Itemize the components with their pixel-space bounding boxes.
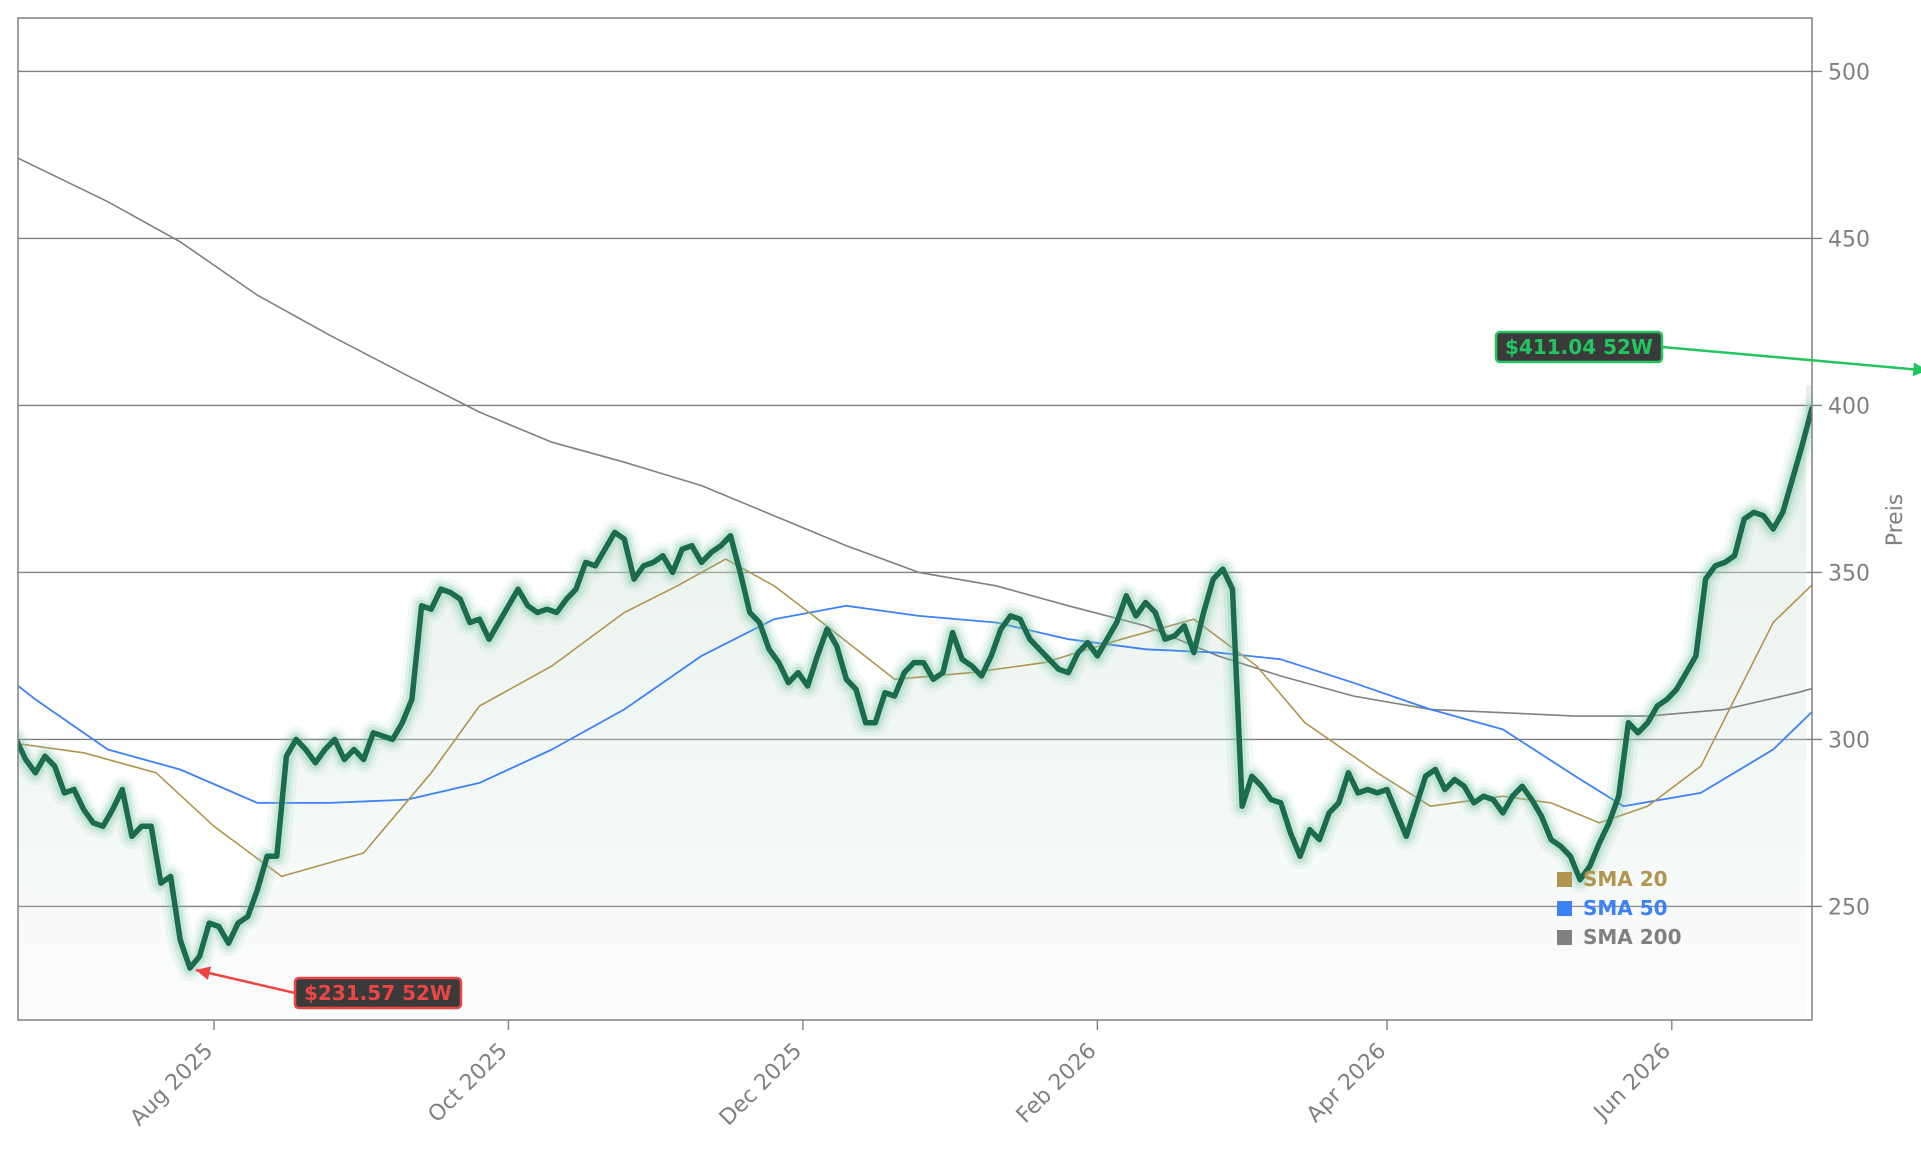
y-axis: 250 300 350 400 450 500	[1812, 60, 1870, 920]
high-callout-text: $411.04 52W	[1505, 335, 1653, 359]
x-tick-label-1: Oct 2025	[424, 1039, 513, 1128]
sma20-line	[18, 558, 1812, 878]
legend-label-sma50: SMA 50	[1583, 896, 1668, 920]
legend-label-sma200: SMA 200	[1583, 925, 1682, 949]
y-tick-label-300: 300	[1828, 728, 1870, 753]
plot-area	[18, 157, 1812, 1020]
low-callout-text: $231.57 52W	[304, 981, 452, 1005]
y-tick-label-350: 350	[1828, 561, 1870, 586]
price-line	[18, 406, 1812, 971]
legend: SMA 20 SMA 50 SMA 200	[1557, 867, 1682, 949]
legend-label-sma20: SMA 20	[1583, 867, 1668, 891]
legend-swatch-sma200	[1557, 930, 1572, 945]
x-tick-label-4: Apr 2026	[1302, 1039, 1391, 1128]
legend-swatch-sma20	[1557, 872, 1572, 887]
high-arrow	[1661, 345, 1921, 372]
x-axis: Aug 2025 Oct 2025 Dec 2025 Feb 2026 Apr 2026…	[126, 1020, 1676, 1131]
sma50-line	[18, 604, 1812, 808]
y-tick-label-400: 400	[1828, 394, 1870, 419]
legend-swatch-sma50	[1557, 901, 1572, 916]
x-tick-label-2: Dec 2025	[715, 1039, 807, 1131]
x-tick-label-5: Jun 2026	[1588, 1039, 1676, 1127]
high-arrow-head	[1912, 362, 1921, 377]
sma200-line	[18, 157, 1812, 717]
y-tick-label-500: 500	[1828, 60, 1870, 85]
annotations: $411.04 52W $231.57 52W	[195, 330, 1921, 1010]
y-tick-label-250: 250	[1828, 895, 1870, 920]
x-tick-label-0: Aug 2025	[126, 1039, 219, 1132]
y-tick-label-450: 450	[1828, 227, 1870, 252]
low-arrow	[195, 968, 296, 995]
plot-frame	[17, 17, 1813, 1021]
price-area	[18, 385, 1812, 1020]
low-arrow-head	[195, 966, 212, 980]
x-tick-label-3: Feb 2026	[1012, 1039, 1102, 1129]
y-axis-title: Preis	[1883, 494, 1908, 547]
